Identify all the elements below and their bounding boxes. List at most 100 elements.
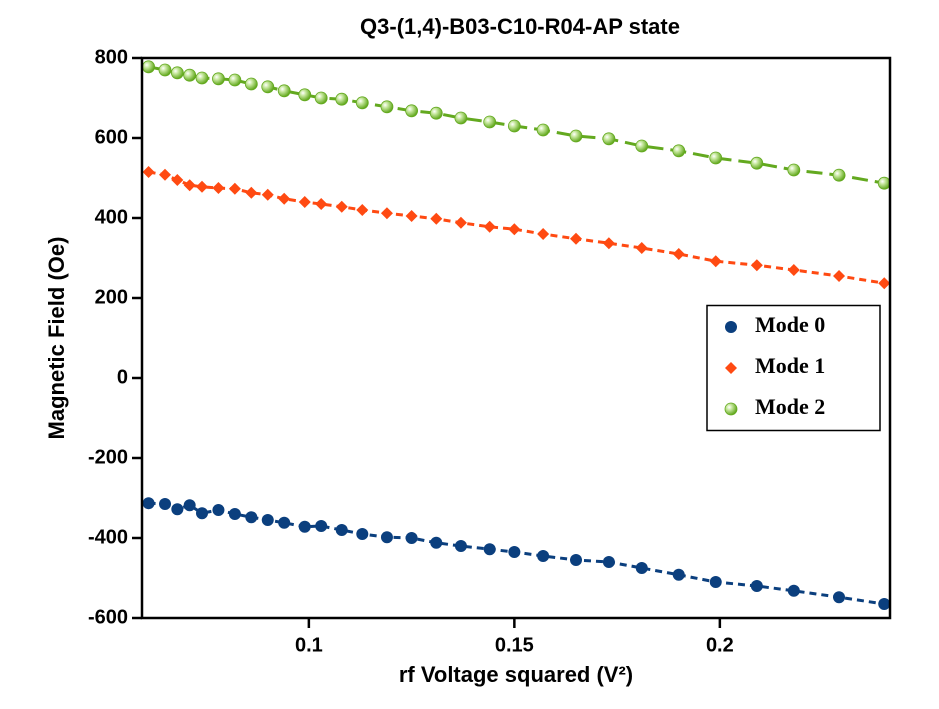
marker — [750, 259, 763, 272]
marker — [430, 536, 443, 549]
marker — [454, 540, 467, 552]
marker — [483, 115, 497, 129]
marker — [195, 71, 209, 85]
marker — [602, 556, 615, 568]
marker — [298, 196, 311, 208]
marker — [877, 176, 891, 190]
marker — [183, 499, 196, 512]
legend-marker — [725, 321, 737, 333]
marker — [142, 60, 155, 74]
marker — [171, 503, 184, 516]
marker — [171, 174, 184, 186]
marker — [672, 144, 686, 158]
marker — [878, 598, 891, 610]
marker — [159, 168, 172, 181]
marker — [483, 543, 496, 556]
marker — [356, 528, 369, 540]
marker — [170, 66, 184, 80]
marker — [159, 498, 172, 510]
y-tick-label: 800 — [95, 46, 128, 68]
marker — [454, 216, 467, 229]
marker — [537, 228, 550, 240]
marker — [380, 207, 393, 220]
marker — [142, 497, 155, 510]
marker — [335, 92, 349, 106]
marker — [454, 111, 468, 125]
marker — [355, 96, 369, 110]
marker — [536, 123, 550, 137]
y-axis-label: Magnetic Field (Oe) — [44, 237, 69, 440]
marker — [335, 524, 348, 536]
marker — [602, 132, 616, 146]
legend-label: Mode 2 — [755, 394, 825, 419]
marker — [750, 156, 764, 170]
series-line — [148, 170, 885, 285]
marker — [183, 68, 197, 82]
y-tick-label: 200 — [95, 286, 128, 308]
marker — [832, 168, 846, 182]
legend-label: Mode 1 — [755, 353, 825, 378]
marker — [709, 576, 722, 588]
marker — [314, 91, 328, 105]
marker — [709, 255, 722, 268]
marker — [483, 220, 496, 233]
marker — [244, 77, 258, 91]
marker — [245, 186, 258, 199]
marker — [228, 73, 242, 87]
marker — [380, 100, 394, 114]
marker — [405, 210, 418, 222]
marker — [709, 151, 723, 165]
marker — [569, 129, 583, 143]
marker — [277, 84, 291, 98]
plot-frame — [140, 56, 892, 620]
marker — [833, 270, 846, 282]
marker — [298, 88, 312, 102]
marker — [750, 580, 763, 592]
legend-label: Mode 0 — [755, 312, 825, 337]
marker — [315, 198, 328, 210]
y-tick-label: 0 — [117, 366, 128, 388]
marker — [787, 584, 800, 597]
marker — [196, 507, 209, 520]
marker — [429, 106, 443, 120]
marker — [430, 212, 443, 225]
legend-marker — [724, 402, 738, 416]
marker — [142, 166, 155, 178]
chart-title: Q3-(1,4)-B03-C10-R04-AP state — [360, 14, 680, 39]
marker — [298, 520, 311, 533]
marker — [508, 546, 521, 558]
y-tick-label: -600 — [88, 606, 128, 628]
marker — [878, 277, 891, 290]
marker — [212, 182, 225, 194]
marker — [787, 163, 801, 177]
marker — [261, 80, 275, 94]
marker — [507, 119, 521, 133]
marker — [196, 180, 209, 193]
marker — [212, 72, 225, 86]
x-tick-label: 0.15 — [495, 634, 534, 656]
marker — [537, 550, 550, 562]
marker — [278, 192, 291, 205]
marker — [570, 554, 583, 566]
marker — [278, 516, 291, 529]
marker — [245, 511, 258, 524]
y-tick-label: 400 — [95, 206, 128, 228]
marker — [405, 532, 418, 544]
marker — [261, 514, 274, 526]
marker — [228, 508, 241, 520]
marker — [183, 179, 196, 192]
marker — [356, 204, 369, 216]
marker — [672, 248, 685, 260]
marker — [833, 591, 846, 604]
marker — [602, 237, 615, 250]
plot-area — [142, 60, 891, 610]
marker — [261, 188, 274, 201]
marker — [635, 562, 648, 574]
marker — [635, 139, 649, 153]
x-axis-label: rf Voltage squared (V²) — [399, 662, 633, 687]
x-tick-label: 0.1 — [295, 634, 323, 656]
x-tick-label: 0.2 — [706, 634, 734, 656]
marker — [508, 223, 521, 236]
marker — [335, 200, 348, 213]
